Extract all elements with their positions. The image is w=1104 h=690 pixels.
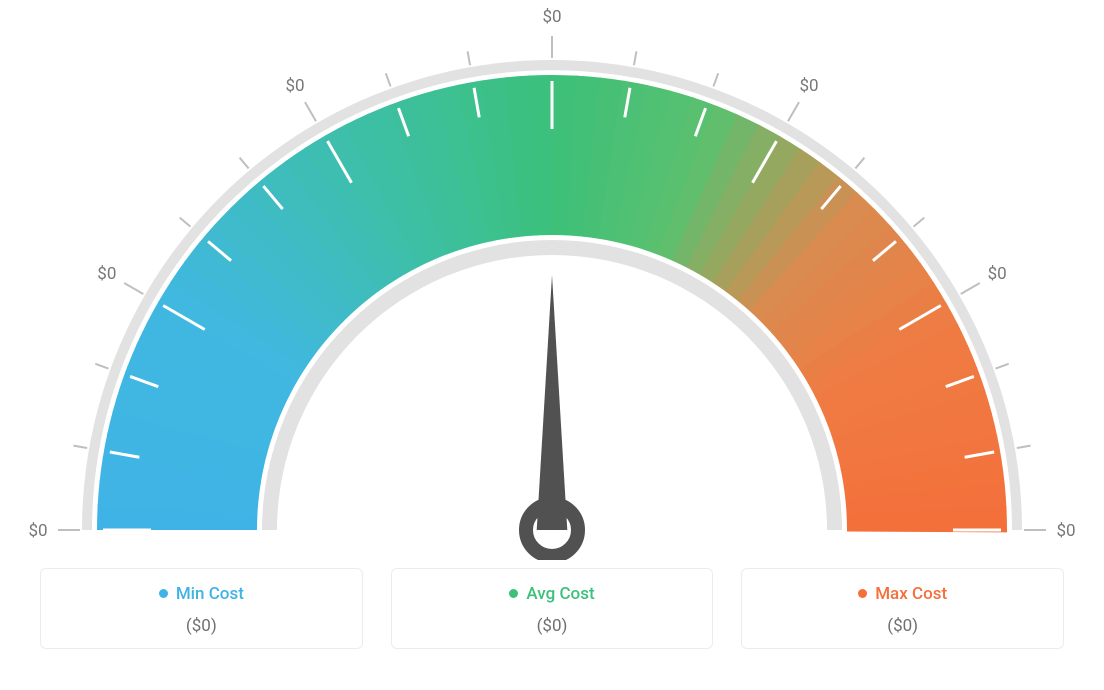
legend-label: Min Cost bbox=[176, 584, 244, 604]
legend-value: ($0) bbox=[400, 616, 705, 636]
gauge-svg: $0 $0 $0 $0 $0 $0 $0 bbox=[0, 0, 1104, 560]
legend-title-max: Max Cost bbox=[858, 584, 947, 604]
legend-box-min: Min Cost ($0) bbox=[40, 568, 363, 649]
legend-value: ($0) bbox=[750, 616, 1055, 636]
dot-icon bbox=[159, 589, 168, 598]
legend-row: Min Cost ($0) Avg Cost ($0) Max Cost ($0… bbox=[0, 568, 1104, 649]
svg-text:$0: $0 bbox=[988, 264, 1007, 284]
svg-text:$0: $0 bbox=[1056, 521, 1075, 541]
gauge-chart: $0 $0 $0 $0 $0 $0 $0 bbox=[0, 0, 1104, 560]
svg-text:$0: $0 bbox=[285, 76, 304, 96]
svg-text:$0: $0 bbox=[97, 264, 116, 284]
svg-text:$0: $0 bbox=[28, 521, 47, 541]
legend-value: ($0) bbox=[49, 616, 354, 636]
legend-label: Max Cost bbox=[875, 584, 947, 604]
legend-title-min: Min Cost bbox=[159, 584, 244, 604]
dot-icon bbox=[509, 589, 518, 598]
legend-box-max: Max Cost ($0) bbox=[741, 568, 1064, 649]
svg-text:$0: $0 bbox=[542, 7, 561, 27]
svg-text:$0: $0 bbox=[799, 76, 818, 96]
legend-box-avg: Avg Cost ($0) bbox=[391, 568, 714, 649]
dot-icon bbox=[858, 589, 867, 598]
legend-label: Avg Cost bbox=[526, 584, 594, 604]
legend-title-avg: Avg Cost bbox=[509, 584, 594, 604]
